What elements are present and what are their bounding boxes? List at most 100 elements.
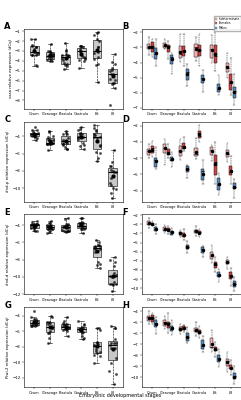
Point [66,146,69,152]
PathPatch shape [229,74,232,90]
Point [35,127,39,133]
Point [80,215,84,222]
Text: F: F [122,208,128,217]
Point [79,46,82,52]
Point [92,352,96,358]
Point [113,60,117,67]
Point [61,327,65,333]
Point [96,79,100,85]
Point [109,167,113,173]
Point [98,246,102,252]
Point [36,50,40,56]
Point [93,245,97,251]
Point [98,349,102,355]
Text: G: G [4,301,11,310]
Point [81,134,85,140]
Point [108,76,112,82]
Point [50,58,54,65]
PathPatch shape [147,44,150,48]
Point [30,133,33,139]
PathPatch shape [30,46,39,55]
PathPatch shape [214,347,217,351]
Point [98,142,102,149]
PathPatch shape [151,316,154,322]
Point [79,226,83,232]
Point [62,60,66,66]
Point [66,324,70,330]
PathPatch shape [194,44,198,56]
PathPatch shape [198,231,201,234]
Point [108,342,112,348]
Point [112,185,115,191]
Point [78,220,82,226]
Point [114,370,118,377]
Point [33,226,36,233]
Point [48,49,52,56]
PathPatch shape [77,48,86,58]
PathPatch shape [201,340,204,349]
Point [35,228,39,234]
Point [114,272,118,278]
Point [110,274,114,281]
Point [51,133,54,140]
PathPatch shape [77,133,86,141]
Point [110,288,114,294]
Point [78,131,82,138]
Point [114,340,118,346]
PathPatch shape [179,328,182,331]
Point [66,221,70,227]
Point [76,126,80,133]
Point [114,273,117,280]
Point [78,48,82,54]
Point [35,322,39,328]
Point [45,222,49,228]
Point [48,228,52,234]
Point [61,140,65,147]
Point [81,230,85,236]
Point [30,52,34,58]
PathPatch shape [201,247,204,253]
PathPatch shape [179,46,182,58]
Point [34,221,38,227]
Point [34,131,38,138]
Point [92,122,96,128]
Point [98,243,102,249]
Point [81,329,85,335]
Point [92,125,96,131]
Point [66,51,70,58]
Point [76,136,80,142]
Point [49,222,53,228]
Point [95,340,99,346]
Point [94,348,98,354]
PathPatch shape [226,63,229,72]
Point [111,195,114,201]
Point [50,140,54,146]
Point [113,259,117,266]
PathPatch shape [194,230,198,233]
Point [80,224,84,230]
Point [63,224,67,230]
Point [34,136,38,143]
PathPatch shape [186,166,189,172]
Point [50,325,54,332]
PathPatch shape [201,169,204,180]
PathPatch shape [151,146,154,153]
Point [93,132,96,138]
PathPatch shape [61,136,70,144]
PathPatch shape [194,148,198,156]
Point [76,318,80,325]
Point [96,61,100,67]
PathPatch shape [147,222,150,226]
PathPatch shape [233,373,236,379]
Point [92,50,95,56]
PathPatch shape [61,54,70,64]
Point [65,321,69,327]
Point [48,53,52,60]
Point [80,326,83,332]
Point [79,42,82,49]
Point [33,228,37,234]
Point [92,131,96,137]
Point [109,345,113,351]
PathPatch shape [46,138,54,144]
Point [114,355,117,362]
